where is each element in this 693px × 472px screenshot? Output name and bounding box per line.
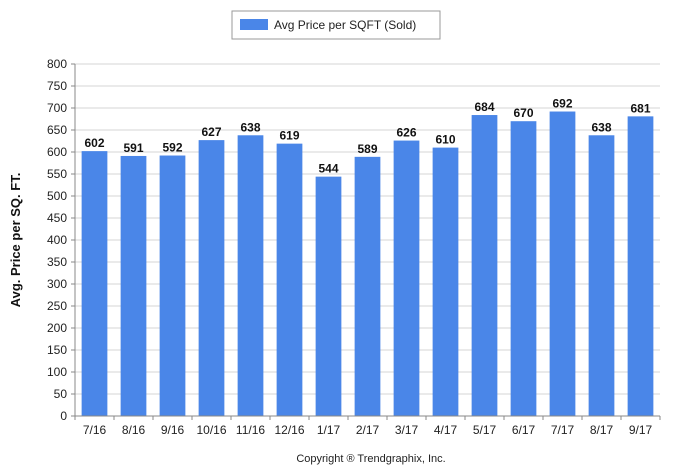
data-label: 638: [591, 120, 611, 134]
bar-7-17: [549, 111, 576, 417]
data-label: 610: [435, 133, 455, 147]
x-tick-label: 11/16: [236, 423, 265, 437]
x-tick-label: 3/17: [395, 423, 419, 437]
y-tick-label: 550: [47, 167, 67, 181]
y-tick-label: 650: [47, 123, 67, 137]
data-label: 684: [474, 100, 494, 114]
bar-4-17: [432, 147, 459, 416]
y-tick-label: 350: [47, 255, 67, 269]
data-label: 626: [396, 126, 416, 140]
bar-9-17: [627, 116, 654, 417]
bar-8-17: [588, 135, 615, 416]
legend-swatch: [240, 19, 268, 30]
y-tick-label: 600: [47, 145, 67, 159]
x-tick-label: 8/16: [122, 423, 146, 437]
y-axis-title: Avg. Price per SQ. FT.: [8, 173, 23, 308]
y-tick-label: 300: [47, 277, 67, 291]
data-label: 589: [357, 142, 377, 156]
legend-label: Avg Price per SQFT (Sold): [274, 18, 416, 32]
y-tick-label: 100: [47, 365, 67, 379]
x-tick-label: 2/17: [356, 423, 380, 437]
copyright-text: Copyright ® Trendgraphix, Inc.: [296, 453, 445, 465]
bar-7-16: [81, 151, 108, 416]
y-tick-label: 150: [47, 343, 67, 357]
x-axis-ticks: 7/16 8/16 9/16 10/16 11/16 12/16 1/17 2/17 3/17 4…: [74, 416, 661, 437]
x-tick-label: 12/16: [274, 423, 304, 437]
y-tick-label: 750: [47, 79, 67, 93]
y-tick-label: 800: [47, 57, 67, 71]
y-tick-label: 250: [47, 299, 67, 313]
data-label: 592: [162, 141, 182, 155]
data-labels: 602 591 592 627 638 619 544 589 626 610 684 670 692 6…: [84, 97, 650, 176]
data-label: 627: [201, 125, 221, 139]
y-tick-label: 450: [47, 211, 67, 225]
x-tick-label: 9/17: [629, 423, 653, 437]
x-tick-label: 10/16: [196, 423, 226, 437]
y-tick-label: 700: [47, 101, 67, 115]
bar-3-17: [393, 140, 420, 416]
x-tick-label: 9/16: [161, 423, 185, 437]
data-label: 619: [279, 129, 299, 143]
y-tick-label: 0: [60, 409, 67, 423]
bar-11-16: [237, 135, 264, 416]
bar-2-17: [354, 156, 381, 416]
x-tick-label: 7/16: [83, 423, 107, 437]
data-label: 602: [84, 136, 104, 150]
data-label: 638: [240, 120, 260, 134]
y-tick-label: 500: [47, 189, 67, 203]
bar-9-16: [159, 155, 186, 416]
data-label: 692: [552, 97, 572, 111]
legend: Avg Price per SQFT (Sold): [231, 10, 441, 40]
x-tick-label: 1/17: [317, 423, 341, 437]
y-tick-label: 50: [54, 387, 68, 401]
bar-8-16: [120, 155, 147, 416]
bar-1-17: [315, 176, 342, 416]
y-tick-label: 200: [47, 321, 67, 335]
bar-12-16: [276, 143, 303, 416]
data-label: 670: [513, 106, 533, 120]
y-tick-label: 400: [47, 233, 67, 247]
y-axis-ticks: 0 50 100 150 200 250 300 350 400 450 500 550 600 650 7…: [47, 57, 75, 423]
x-tick-label: 8/17: [590, 423, 614, 437]
x-tick-label: 4/17: [434, 423, 458, 437]
x-tick-label: 5/17: [473, 423, 497, 437]
bar-5-17: [471, 115, 498, 416]
bar-10-16: [198, 140, 225, 416]
data-label: 544: [318, 162, 338, 176]
bar-6-17: [510, 121, 537, 416]
bars: [81, 111, 654, 417]
x-tick-label: 6/17: [512, 423, 536, 437]
data-label: 681: [630, 101, 650, 115]
x-tick-label: 7/17: [551, 423, 575, 437]
data-label: 591: [123, 141, 143, 155]
